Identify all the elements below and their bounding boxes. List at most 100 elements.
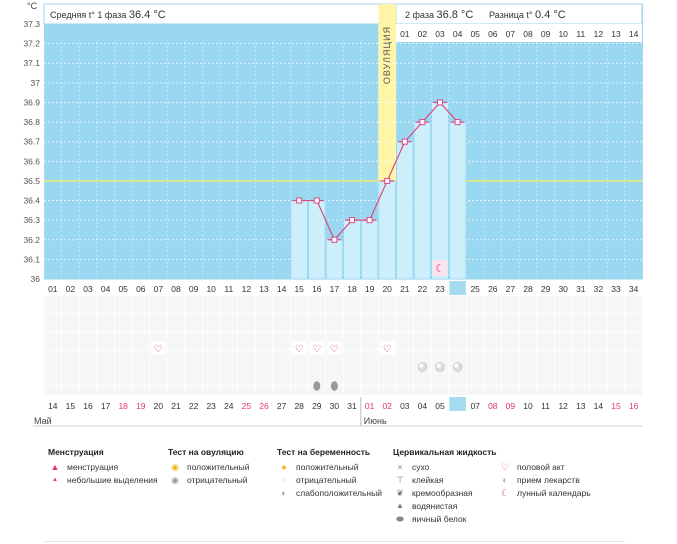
date-label: 14 <box>594 401 604 411</box>
legend-other: ♡ половой акт ◐ прием лекарств ☾ лунный кал… <box>498 460 591 499</box>
temp-point <box>419 119 426 126</box>
bottom-divider <box>45 541 625 542</box>
temp-point <box>454 119 461 126</box>
temp-bar <box>360 219 379 280</box>
cycle-day-label: 02 <box>66 284 76 294</box>
cycle-day-label: 17 <box>330 284 340 294</box>
legend-item-sticky: ⊤ клейкая <box>393 473 496 486</box>
date-label: 22 <box>189 401 199 411</box>
temp-point <box>401 138 408 145</box>
ovulation-label: ОВУЛЯЦИЯ <box>382 26 392 84</box>
cycle-day-label: 15 <box>294 284 304 294</box>
cycle-day-label: 27 <box>506 284 516 294</box>
legend-item-menstruation: ▲ менструация <box>48 460 158 473</box>
phase2-day-label: 01 <box>400 29 410 39</box>
date-label: 17 <box>101 401 111 411</box>
y-tick-label: 36 <box>31 274 41 284</box>
phase2-day-label: 05 <box>470 29 480 39</box>
date-label: 15 <box>611 401 621 411</box>
phase2-day-label: 11 <box>576 29 585 39</box>
date-label: 13 <box>576 401 586 411</box>
temp-point <box>296 197 303 204</box>
tee-icon: ⊤ <box>396 474 404 485</box>
cycle-day-label: 34 <box>629 284 639 294</box>
date-label: 12 <box>558 401 568 411</box>
cycle-day-label: 10 <box>206 284 216 294</box>
cycle-day-label: 05 <box>118 284 128 294</box>
egg-icon: ⬬ <box>396 513 404 524</box>
cycle-day-label: 31 <box>576 284 586 294</box>
legend-item-preg-negative: ○ отрицательный <box>277 473 382 486</box>
legend-item-preg-weak: ◐ слабоположительный <box>277 486 382 499</box>
legend-label: отрицательный <box>296 474 357 485</box>
legend-label: кремообразная <box>412 487 473 498</box>
date-label: 16 <box>629 401 639 411</box>
cycle-day-label: 18 <box>347 284 357 294</box>
legend-label: сухо <box>412 461 430 472</box>
temperature-line <box>299 101 459 241</box>
date-label: 27 <box>277 401 287 411</box>
phase2-day-strip <box>396 24 643 42</box>
date-label: 11 <box>541 401 550 411</box>
cycle-day-label: 13 <box>259 284 269 294</box>
date-label: 02 <box>382 401 392 411</box>
legend-label: отрицательный <box>187 474 248 485</box>
heart-icon: ♡ <box>383 344 392 355</box>
bbt-chart: °C Средняя t° 1 фаза 36.4 °C 2 фаза 36.8… <box>23 1 643 427</box>
date-label: 07 <box>470 401 480 411</box>
phase2-day-label: 06 <box>488 29 498 39</box>
cycle-day-label: 30 <box>558 284 568 294</box>
cycle-day-label: 11 <box>224 284 233 294</box>
cycle-day-label: 21 <box>400 284 410 294</box>
sun-icon: ◉ <box>171 461 179 472</box>
date-label: 08 <box>488 401 498 411</box>
cycle-day-label: 07 <box>154 284 164 294</box>
temp-point <box>384 177 391 184</box>
y-tick-label: 37.3 <box>23 19 40 29</box>
date-label: 10 <box>523 401 533 411</box>
phase2-day-label: 12 <box>594 29 604 39</box>
cycle-day-label: 25 <box>470 284 480 294</box>
intercourse-marker-bg <box>327 341 342 355</box>
cycle-day-label: 12 <box>242 284 252 294</box>
intercourse-marker-bg <box>379 341 395 355</box>
cycle-day-label: 26 <box>488 284 498 294</box>
white-circle-icon: ○ <box>281 474 287 485</box>
date-label: 05 <box>435 401 445 411</box>
today-date-highlight <box>449 397 466 411</box>
egg-white-icon <box>313 381 321 391</box>
legend-cervical-fluid: Цервикальная жидкость × сухо ⊤ клейкая ❦ кр… <box>393 447 496 525</box>
legend-label: прием лекарств <box>517 474 580 485</box>
egg-white-icon <box>330 381 338 391</box>
date-label: 26 <box>259 401 269 411</box>
cycle-day-label: 04 <box>101 284 111 294</box>
cycle-day-label: 09 <box>189 284 199 294</box>
legend-item-ov-positive: ◉ положительный <box>168 460 249 473</box>
temp-bar <box>290 200 308 280</box>
date-label: 31 <box>347 401 357 411</box>
date-label: 16 <box>83 401 93 411</box>
date-label: 24 <box>224 401 234 411</box>
y-tick-label: 36.7 <box>23 137 40 147</box>
y-tick-label: 37.1 <box>23 58 40 68</box>
y-tick-label: 36.4 <box>23 196 40 206</box>
date-label: 01 <box>365 401 375 411</box>
date-label: 15 <box>66 401 76 411</box>
date-label: 09 <box>506 401 516 411</box>
cycle-day-label: 28 <box>523 284 533 294</box>
legend-label: яичный белок <box>412 513 467 524</box>
phase2-day-label: 14 <box>629 29 639 39</box>
cycle-day-label: 03 <box>83 284 93 294</box>
intercourse-marker-bg <box>151 341 166 355</box>
legend-label: водянистая <box>412 500 458 511</box>
cycle-day-label: 08 <box>171 284 181 294</box>
phase2-summary: 2 фаза 36.8 °C <box>405 9 473 21</box>
legend-title: Тест на овуляцию <box>168 447 244 457</box>
legend-title: Цервикальная жидкость <box>393 447 497 457</box>
legend-pregnancy-test: Тест на беременность ● положительный ○ отр… <box>277 447 382 499</box>
heart-icon: ♡ <box>295 344 304 355</box>
legend-item-ov-negative: ◉ отрицательный <box>168 473 249 486</box>
blob-icon: ❦ <box>396 487 404 498</box>
phase2-day-label: 08 <box>523 29 533 39</box>
y-tick-label: 36.3 <box>23 215 40 225</box>
